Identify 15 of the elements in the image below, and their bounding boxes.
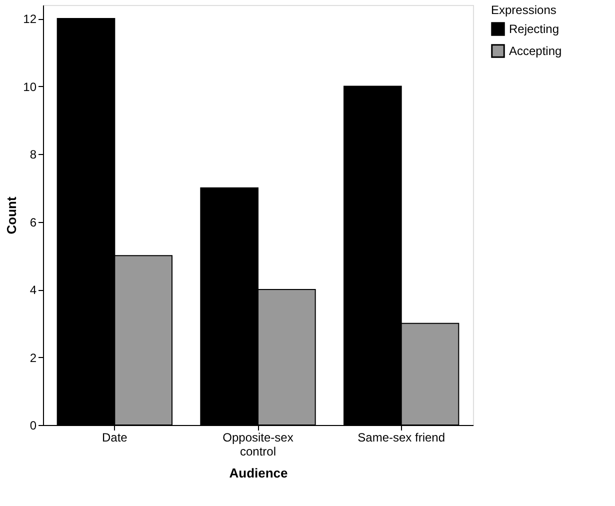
x-tick-label: Opposite-sex control (222, 430, 294, 458)
y-tick-label: 2 (30, 350, 37, 365)
y-tick-label: 12 (23, 12, 37, 26)
y-tick-label: 0 (30, 418, 37, 432)
y-tick-label: 8 (30, 148, 37, 162)
y-tick-label: 10 (23, 80, 37, 94)
x-axis-title: Audience (229, 466, 288, 480)
legend-label: Rejecting (509, 22, 560, 36)
legend-label: Accepting (509, 44, 562, 58)
legend-title: Expressions (491, 3, 556, 17)
x-tick-label: Date (102, 430, 128, 444)
y-tick-label: 4 (30, 283, 37, 298)
y-axis-title: Count (4, 196, 20, 234)
x-tick-label: Same-sex friend (358, 430, 446, 444)
y-tick-label: 6 (30, 215, 37, 230)
